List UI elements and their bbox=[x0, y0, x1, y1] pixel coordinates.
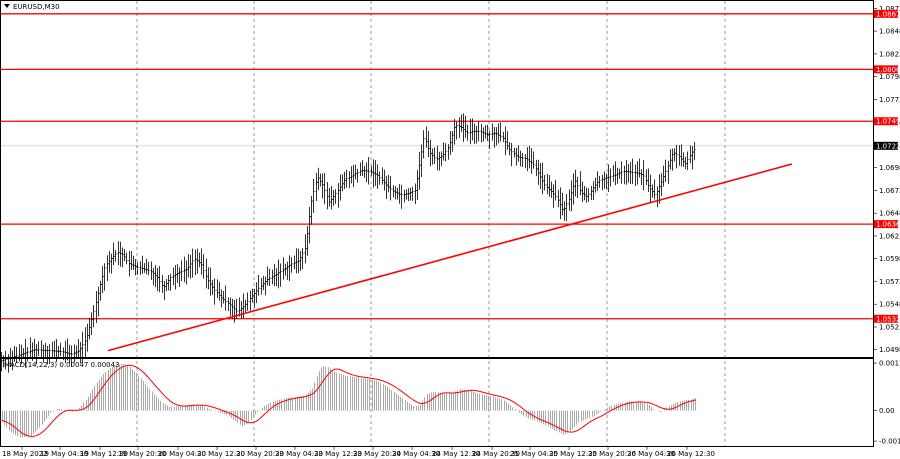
y-tick-label: 1.0773 bbox=[879, 96, 900, 104]
level-label-box bbox=[874, 220, 898, 229]
y-tick-label: 1.0673 bbox=[879, 187, 900, 195]
candlestick-series bbox=[0, 113, 696, 373]
x-tick-label: 18 May 2022 bbox=[2, 450, 48, 458]
y-tick-label: 1.0598 bbox=[879, 255, 900, 263]
x-tick-label: 20 May 20:30 bbox=[236, 450, 284, 458]
level-label: 1.0867 bbox=[876, 10, 900, 18]
y-tick-label: 1.0698 bbox=[879, 164, 900, 172]
x-tick-label: 25 May 04:30 bbox=[510, 450, 558, 458]
x-tick-label: 25 May 20:30 bbox=[588, 450, 636, 458]
trendline bbox=[107, 163, 793, 352]
x-tick-label: 23 May 20:30 bbox=[353, 450, 401, 458]
level-label-box bbox=[874, 9, 898, 18]
y-tick-label: 1.0573 bbox=[879, 278, 900, 286]
macd-y-tick-label: 0.00 bbox=[879, 407, 895, 415]
macd-title: MACD(14,22,3) 0.00047 0.00043 bbox=[4, 361, 120, 369]
chart-title: EURUSD,M30 bbox=[13, 3, 60, 11]
main-chart-frame bbox=[0, 0, 874, 358]
title-arrow-icon bbox=[4, 4, 10, 8]
x-tick-label: 19 May 20:30 bbox=[118, 450, 166, 458]
y-tick-label: 1.0498 bbox=[879, 346, 900, 354]
x-tick-label: 19 May 12:30 bbox=[80, 450, 128, 458]
level-label-box bbox=[874, 314, 898, 323]
macd-panel-frame bbox=[0, 358, 874, 447]
x-tick-label: 20 May 04:30 bbox=[158, 450, 206, 458]
x-tick-label: 19 May 04:30 bbox=[40, 450, 88, 458]
macd-y-tick-label: -0.00112 bbox=[879, 438, 900, 446]
y-tick-label: 1.0523 bbox=[879, 323, 900, 331]
trendline bbox=[107, 163, 793, 352]
macd-signal-line bbox=[1, 364, 697, 437]
level-label-box bbox=[874, 117, 898, 126]
y-tick-label: 1.0798 bbox=[879, 73, 900, 81]
level-label-box bbox=[874, 65, 898, 74]
main-y-axis: 1.08731.08481.08231.07981.07731.07481.07… bbox=[873, 5, 900, 354]
y-tick-label: 1.0548 bbox=[879, 301, 900, 309]
level-price-labels: 1.0867 1.0806 1.0749 1.0636 1.0532 1.0722 bbox=[874, 9, 900, 323]
level-label: 1.0532 bbox=[876, 315, 900, 323]
level-label: 1.0749 bbox=[876, 118, 900, 126]
x-tick-label: 25 May 12:30 bbox=[549, 450, 597, 458]
macd-histogram bbox=[2, 363, 696, 438]
y-tick-label: 1.0648 bbox=[879, 210, 900, 218]
current-price-box bbox=[874, 141, 898, 150]
y-tick-label: 1.0623 bbox=[879, 232, 900, 240]
macd-y-tick-label: 0.00175 bbox=[879, 360, 900, 368]
x-tick-label: 23 May 04:30 bbox=[275, 450, 323, 458]
x-tick-label: 20 May 12:30 bbox=[197, 450, 245, 458]
y-tick-label: 1.0848 bbox=[879, 28, 900, 36]
x-tick-label: 23 May 12:30 bbox=[314, 450, 362, 458]
x-tick-label: 24 May 12:30 bbox=[432, 450, 480, 458]
x-tick-label: 26 May 04:30 bbox=[627, 450, 675, 458]
macd-y-axis: 0.00175 0.00 -0.00112 bbox=[873, 360, 900, 446]
support-resistance-levels bbox=[1, 13, 873, 320]
x-tick-label: 24 May 20:30 bbox=[472, 450, 520, 458]
level-label: 1.0806 bbox=[876, 66, 900, 74]
x-tick-label: 26 May 12:30 bbox=[667, 450, 715, 458]
x-tick-label: 24 May 04:30 bbox=[392, 450, 440, 458]
y-tick-label: 1.0873 bbox=[879, 5, 900, 13]
level-label: 1.0636 bbox=[876, 221, 900, 229]
macd-signal-line bbox=[1, 364, 697, 437]
y-tick-label: 1.0823 bbox=[879, 50, 900, 58]
current-price-label: 1.0722 bbox=[876, 142, 900, 150]
